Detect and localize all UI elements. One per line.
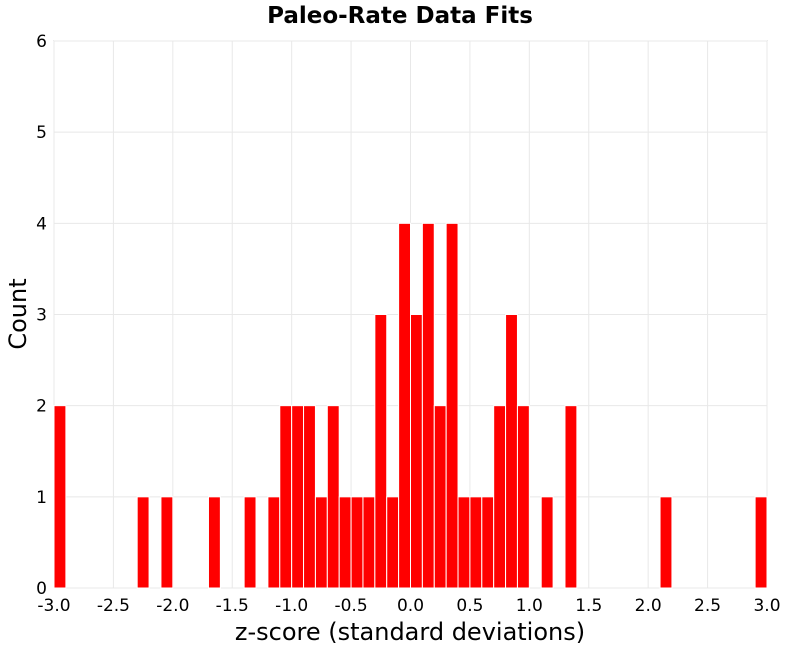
x-tick-label: 2.5 bbox=[694, 596, 721, 616]
histogram-bar bbox=[326, 405, 340, 589]
histogram-bar bbox=[314, 496, 328, 589]
histogram-bar bbox=[493, 405, 507, 589]
histogram-bars bbox=[53, 222, 768, 589]
x-tick-label: 3.0 bbox=[753, 596, 780, 616]
x-tick-label: -0.5 bbox=[334, 596, 367, 616]
histogram-bar bbox=[160, 496, 174, 589]
histogram-bar bbox=[564, 405, 578, 589]
histogram-bar bbox=[243, 496, 257, 589]
y-tick-label: 3 bbox=[36, 306, 47, 326]
histogram-bar bbox=[516, 405, 530, 589]
x-tick-label: 2.0 bbox=[635, 596, 662, 616]
histogram-bar bbox=[267, 496, 281, 589]
histogram-bar bbox=[338, 496, 352, 589]
histogram-bar bbox=[457, 496, 471, 589]
x-tick-label: 1.5 bbox=[575, 596, 602, 616]
histogram-bar bbox=[433, 405, 447, 589]
x-axis-label: z-score (standard deviations) bbox=[235, 618, 585, 646]
chart-title: Paleo-Rate Data Fits bbox=[267, 3, 533, 29]
x-tick-label: -2.0 bbox=[156, 596, 189, 616]
histogram-bar bbox=[754, 496, 768, 589]
histogram-bar bbox=[398, 222, 412, 589]
x-tick-label: 1.0 bbox=[516, 596, 543, 616]
histogram-bar bbox=[350, 496, 364, 589]
histogram-bar bbox=[374, 314, 388, 589]
histogram-bar bbox=[445, 222, 459, 589]
x-tick-label: -2.5 bbox=[97, 596, 130, 616]
y-axis-label: Count bbox=[4, 278, 32, 349]
x-axis-ticks: -3.0 -2.5 -2.0 -1.5 -1.0 -0.5 0.0 0.5 1.0 1.5 2.0 2… bbox=[37, 596, 780, 616]
y-tick-label: 6 bbox=[36, 32, 47, 52]
x-tick-label: -3.0 bbox=[37, 596, 70, 616]
histogram-bar bbox=[469, 496, 483, 589]
histogram-bar bbox=[505, 314, 518, 589]
histogram-bar bbox=[279, 405, 293, 589]
histogram-bar bbox=[136, 496, 150, 589]
y-tick-label: 1 bbox=[36, 488, 47, 508]
y-tick-label: 0 bbox=[36, 579, 47, 599]
y-tick-label: 5 bbox=[36, 123, 47, 143]
x-tick-label: 0.5 bbox=[456, 596, 483, 616]
x-tick-label: -1.0 bbox=[275, 596, 308, 616]
histogram-bar bbox=[386, 496, 400, 589]
histogram-bar bbox=[362, 496, 376, 589]
x-tick-label: 0.0 bbox=[397, 596, 424, 616]
y-axis-ticks: 0 1 2 3 4 5 6 bbox=[36, 32, 47, 599]
histogram-bar bbox=[659, 496, 673, 589]
histogram-bar bbox=[481, 496, 495, 589]
y-tick-label: 2 bbox=[36, 397, 47, 417]
histogram-bar bbox=[207, 496, 221, 589]
histogram-bar bbox=[53, 405, 67, 589]
histogram-bar bbox=[421, 222, 435, 589]
histogram-bar bbox=[291, 405, 305, 589]
x-tick-label: -1.5 bbox=[216, 596, 249, 616]
histogram-bar bbox=[303, 405, 316, 589]
y-tick-label: 4 bbox=[36, 214, 47, 234]
histogram-bar bbox=[540, 496, 554, 589]
histogram-bar bbox=[410, 314, 423, 589]
